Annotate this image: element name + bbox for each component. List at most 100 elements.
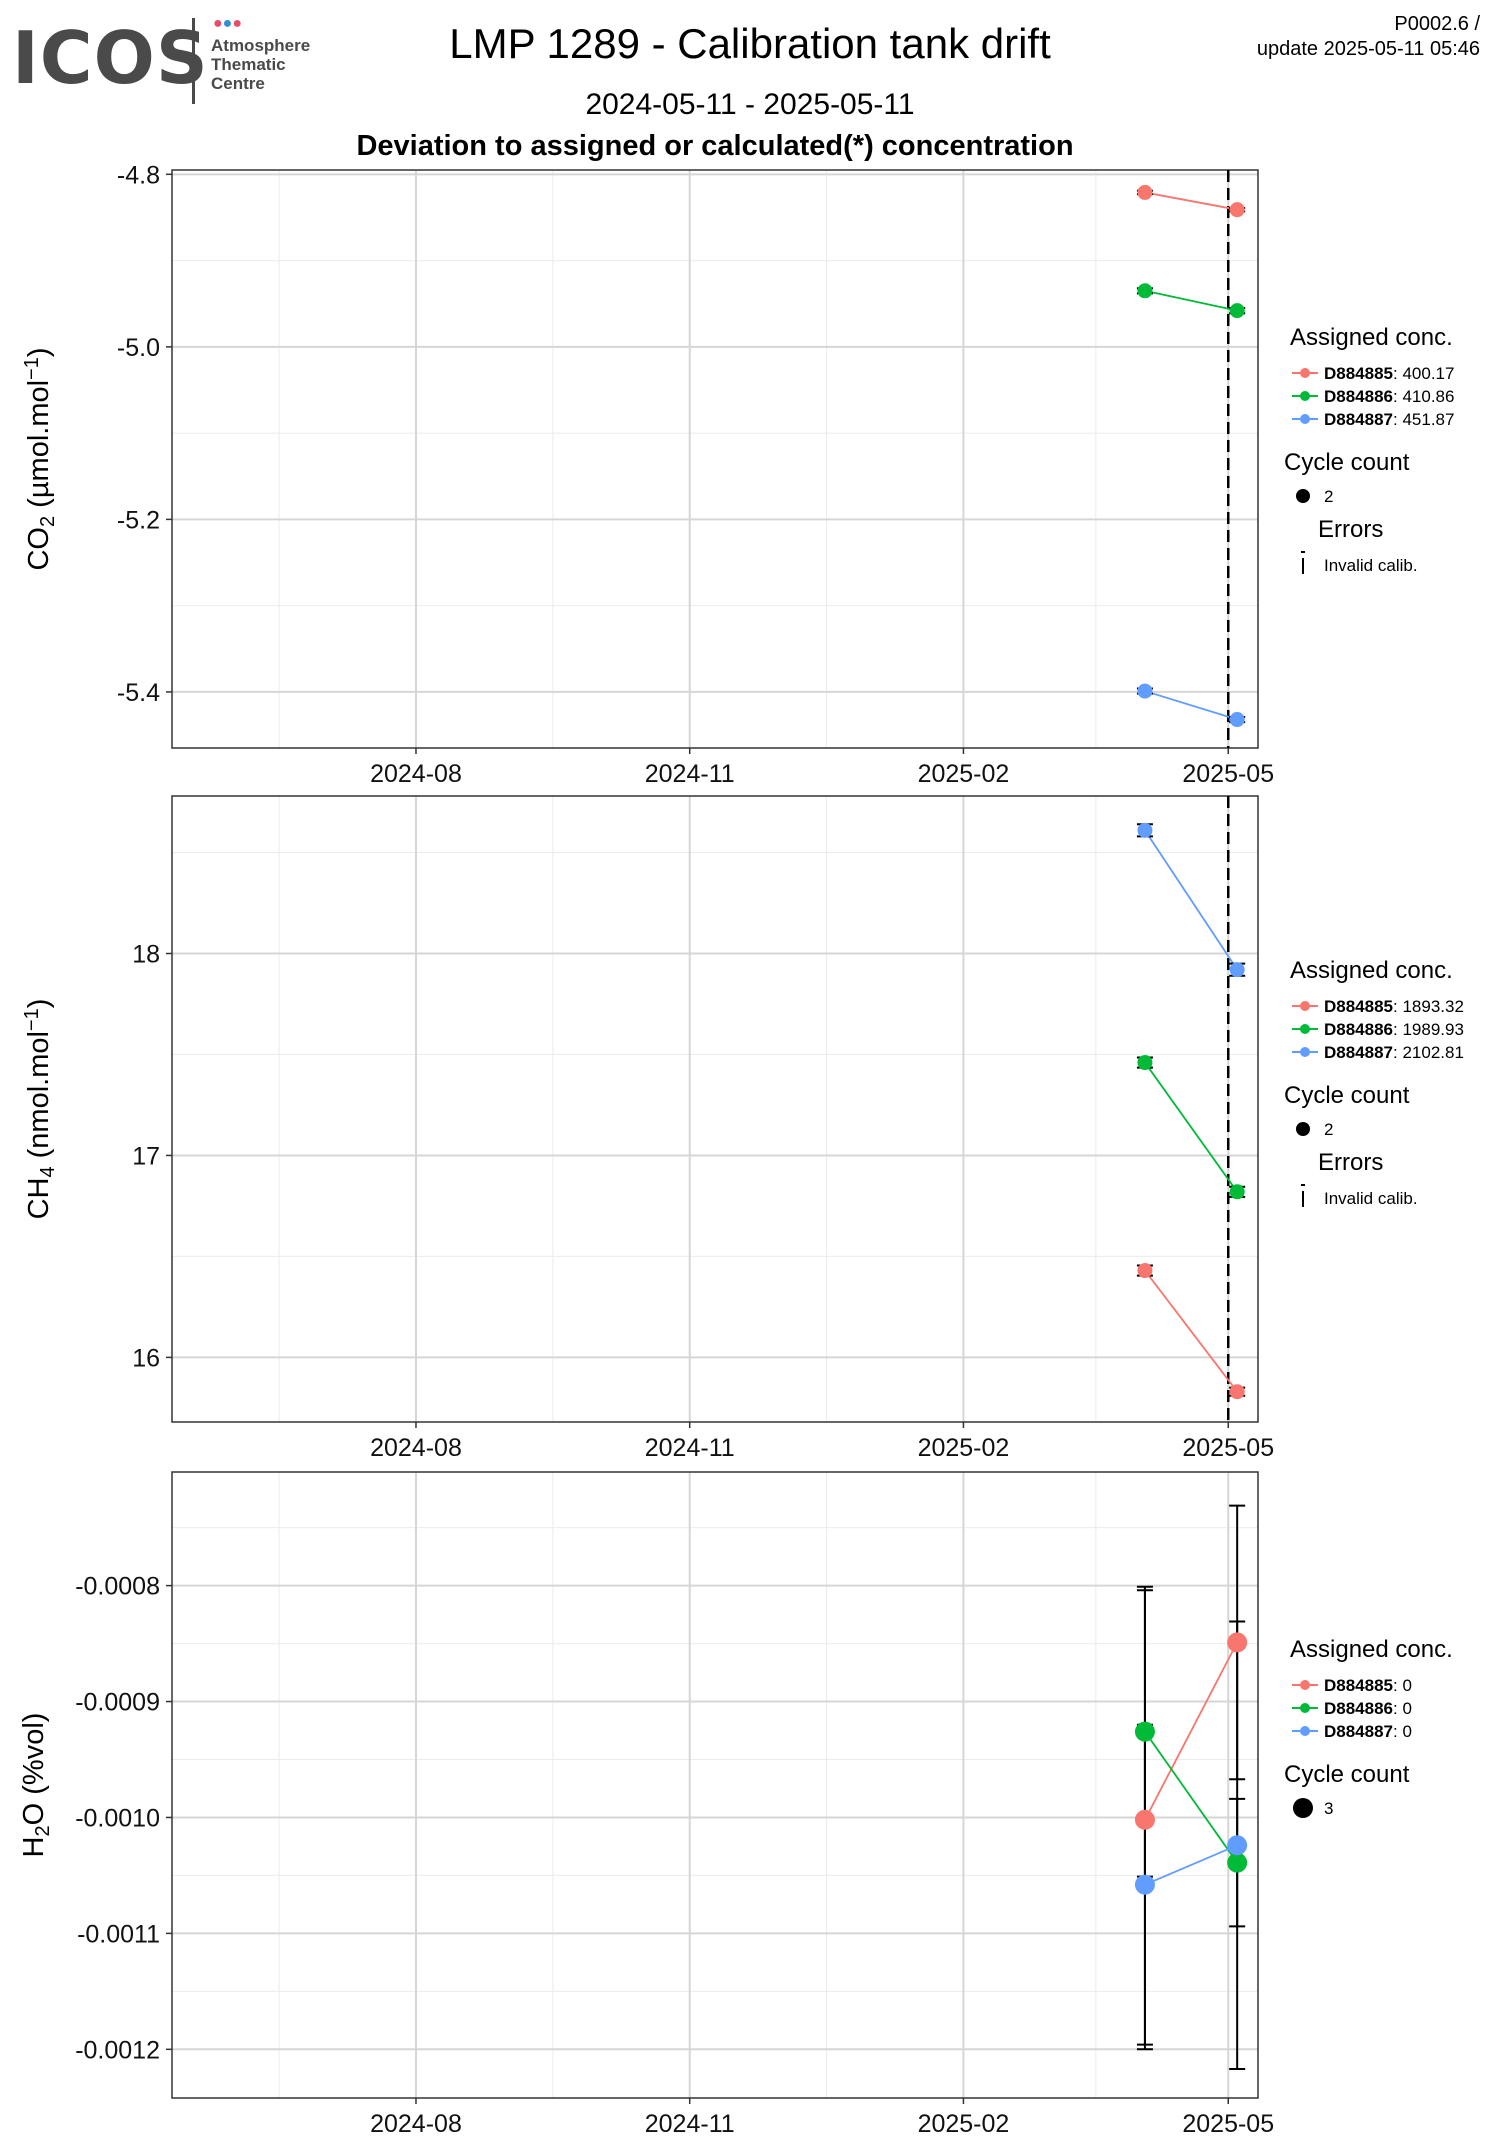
series-line-D884887 [1144,829,1238,971]
legend-key-dot [1300,1047,1310,1057]
legend-key-dot [1300,414,1310,424]
x-tick-label: 2024-11 [645,2110,735,2138]
version-info: P0002.6 / update 2025-05-11 05:46 [1257,12,1480,62]
y-axis-title-part: ) [23,999,55,1009]
legend-cycle-value: 3 [1324,1799,1333,1818]
legend-item-name: D884887 [1324,1043,1393,1062]
data-point-D884887 [1137,683,1153,699]
legend-item: D884885: 400.17 [1324,364,1454,383]
data-point-D884887 [1227,1835,1248,1856]
legend-cycle-dot [1296,489,1310,503]
data-point-D884886 [1229,303,1245,319]
legend-item-name: D884885 [1324,364,1393,383]
x-tick-label: 2025-05 [1182,760,1274,788]
x-tick-label: 2025-02 [918,2110,1010,2138]
legend-title: Assigned conc. [1290,1636,1453,1663]
legend-item-name: D884886 [1324,387,1393,406]
y-tick-label: -5.2 [117,506,160,534]
logo-wordmark: ICOS [12,16,209,100]
series-line-D884886 [1144,1731,1238,1864]
y-tick-label: 18 [132,941,160,969]
legend-key-dot [1300,1680,1310,1690]
y-axis-title-part: 2 [37,516,59,527]
x-tick-label: 2025-05 [1182,1434,1274,1462]
panel-border [171,169,1259,749]
legend-cycle-title: Cycle count [1284,1761,1410,1788]
y-tick-label: -0.0009 [75,1689,160,1717]
series-line-D884886 [1144,289,1238,312]
y-axis-title-part: −1 [21,1008,43,1031]
data-point-D884885 [1134,1809,1155,1830]
chart-panel-1: 2024-08 2024-11 2025-02 2025-05 -4.8 -5.0 -5.2… [21,161,1454,788]
x-tick-label: 2024-11 [645,1434,735,1462]
data-point-D884886 [1137,1055,1153,1071]
series-line-D884885 [1144,1270,1238,1393]
legend-item: D884886: 0 [1324,1699,1412,1718]
legend-cycle-title: Cycle count [1284,449,1410,476]
y-axis-title-part: H [18,1836,50,1857]
data-point-D884886 [1137,283,1153,299]
y-tick-label: -5.0 [117,334,160,362]
legend-item-name: D884886 [1324,1020,1393,1039]
x-tick-label: 2024-11 [645,760,735,788]
x-tick-label: 2024-08 [370,2110,462,2138]
logo-subtitle: Atmosphere Thematic Centre [211,36,310,93]
legend-item-name: D884886 [1324,1699,1393,1718]
legend-item-value: : 0 [1393,1676,1412,1695]
y-axis-title-part: O (%vol) [18,1713,50,1826]
legend-item: D884886: 410.86 [1324,387,1454,406]
data-point-D884886 [1134,1721,1155,1742]
series-line-D884887 [1144,690,1238,721]
y-axis-title: CH4 (nmol.mol−1) [21,999,59,1220]
legend-item-value: : 1893.32 [1393,997,1464,1016]
data-point-D884887 [1229,712,1245,728]
icos-logo: ICOS ●●● Atmosphere Thematic Centre [8,10,328,105]
legend-item-name: D884887 [1324,1722,1393,1741]
legend-errors-label: Invalid calib. [1324,556,1418,575]
legend-item-value: : 400.17 [1393,364,1454,383]
legend-key-dot [1300,391,1310,401]
logo-divider [192,18,195,104]
logo-dots-icon: ●●● [213,15,243,32]
legend-item: D884885: 0 [1324,1676,1412,1695]
legend-title: Assigned conc. [1290,957,1453,984]
data-point-D884887 [1134,1874,1155,1895]
data-point-D884885 [1137,1263,1153,1279]
legend-item-value: : 0 [1393,1722,1412,1741]
data-point-D884885 [1229,202,1245,218]
legend-key-dot [1300,368,1310,378]
data-point-D884886 [1227,1852,1248,1873]
legend-item-value: : 410.86 [1393,387,1454,406]
y-axis-title-part: ) [23,347,55,357]
legend-title: Assigned conc. [1290,324,1453,351]
legend-item-name: D884885 [1324,997,1393,1016]
y-axis-title-part: 2 [32,1825,54,1836]
legend-key-dot [1300,1001,1310,1011]
legend-item-value: : 451.87 [1393,410,1454,429]
legend-cycle-value: 2 [1324,487,1333,506]
y-tick-label: -0.0010 [75,1804,160,1832]
y-tick-label: -0.0008 [75,1573,160,1601]
y-tick-label: 17 [132,1142,160,1170]
y-tick-label: 16 [132,1344,160,1372]
legend-item-value: : 1989.93 [1393,1020,1464,1039]
legend-cycle-title: Cycle count [1284,1082,1410,1109]
legend-item-name: D884885 [1324,1676,1393,1695]
y-axis-title-part: −1 [21,357,43,380]
panel-border [171,795,1259,1423]
chart-subtitle: Deviation to assigned or calculated(*) c… [356,130,1074,162]
data-point-D884887 [1137,822,1153,838]
y-axis-title-part: 4 [37,1166,59,1177]
chart-panel-3: 2024-08 2024-11 2025-02 2025-05 -0.0008 -0.00… [18,1471,1453,2138]
legend-item: D884885: 1893.32 [1324,997,1464,1016]
x-tick-label: 2025-05 [1182,2110,1274,2138]
data-point-D884887 [1229,962,1245,978]
legend-cycle-dot [1296,1122,1310,1136]
y-axis-title-part: CH [23,1178,55,1220]
legend-item: D884887: 0 [1324,1722,1412,1741]
series-line-D884885 [1144,191,1238,211]
panel-border [171,1471,1259,2099]
series-line-D884887 [1144,1844,1238,1886]
legend-item: D884887: 2102.81 [1324,1043,1464,1062]
